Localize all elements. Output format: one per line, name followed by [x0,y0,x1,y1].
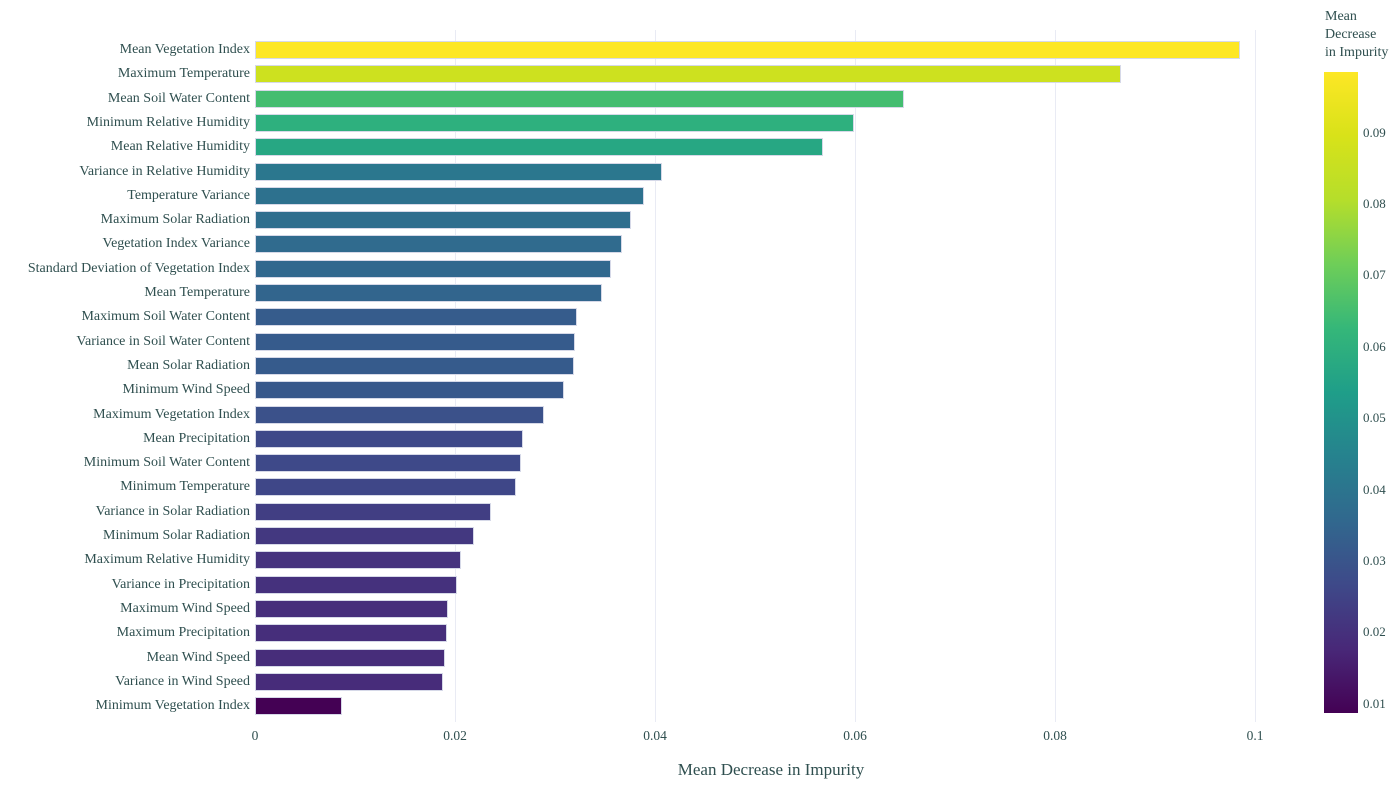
bar[interactable] [255,41,1240,59]
colorbar-tick-label: 0.01 [1363,695,1386,711]
colorbar-tick-label: 0.07 [1363,267,1386,283]
bar[interactable] [255,138,823,157]
bar[interactable] [255,381,564,400]
y-tick-label: Maximum Relative Humidity [84,552,250,568]
colorbar-tick-label: 0.02 [1363,624,1386,640]
y-tick-label: Mean Wind Speed [146,649,250,665]
bar[interactable] [255,624,447,643]
x-tick-label: 0 [251,728,259,743]
colorbar-gradient [1324,72,1358,713]
bar[interactable] [255,429,523,448]
bar[interactable] [255,478,516,497]
colorbar-title-line: Decrease [1325,27,1377,42]
bar[interactable] [255,113,854,132]
y-tick-label: Mean Soil Water Content [107,90,250,106]
bar[interactable] [255,454,521,473]
y-tick-label: Mean Vegetation Index [119,42,250,57]
y-tick-label: Minimum Temperature [120,479,250,495]
y-tick-label: Minimum Relative Humidity [86,114,250,130]
y-tick-label: Minimum Soil Water Content [83,455,250,471]
y-tick-label: Vegetation Index Variance [102,236,250,252]
x-tick-label: 0.08 [1043,728,1067,743]
y-tick-label: Mean Solar Radiation [127,357,250,373]
y-tick-label: Mean Precipitation [143,430,250,446]
bar[interactable] [255,405,544,424]
colorbar-tick-label: 0.04 [1363,481,1386,497]
bar[interactable] [255,332,575,351]
bar[interactable] [255,672,443,691]
bar[interactable] [255,502,491,521]
x-tick-label: 0.1 [1246,728,1264,743]
y-tick-label: Temperature Variance [127,187,250,203]
y-tick-label: Minimum Vegetation Index [95,698,251,714]
colorbar-title: Mean Decrease in Impurity [1325,8,1388,62]
bar[interactable] [255,648,445,667]
bar[interactable] [255,575,457,594]
y-tick-label: Minimum Wind Speed [122,382,250,398]
y-tick-label: Maximum Precipitation [116,625,250,641]
bar[interactable] [255,599,448,618]
gridline [855,30,856,722]
colorbar-title-line: in Impurity [1325,45,1389,60]
bar[interactable] [255,235,622,254]
y-tick-label: Maximum Temperature [117,66,250,82]
y-tick-label: Variance in Precipitation [111,576,250,592]
gridline [1255,30,1256,722]
y-tick-label: Maximum Solar Radiation [100,212,250,228]
y-tick-label: Variance in Wind Speed [115,673,250,689]
colorbar-tick-label: 0.09 [1363,124,1386,140]
y-tick-label: Minimum Solar Radiation [103,528,250,543]
y-tick-label: Variance in Relative Humidity [79,163,250,179]
bar[interactable] [255,527,474,545]
y-tick-label: Variance in Soil Water Content [76,333,250,349]
y-tick-label: Maximum Vegetation Index [93,406,250,422]
x-tick-label: 0.02 [443,728,467,743]
x-tick-label: 0.06 [843,728,867,743]
bar[interactable] [255,186,644,205]
bar[interactable] [255,697,342,716]
gridline [655,30,656,722]
gridline [1055,30,1056,722]
bar[interactable] [255,551,461,570]
colorbar-tick-label: 0.05 [1363,410,1386,426]
colorbar-tick-label: 0.08 [1363,196,1386,212]
bar[interactable] [255,308,577,327]
bar[interactable] [255,162,662,181]
bar[interactable] [255,356,574,375]
colorbar-title-line: Mean [1325,9,1357,24]
y-tick-label: Maximum Wind Speed [120,600,250,616]
colorbar-tick-label: 0.06 [1363,338,1386,354]
y-tick-label: Variance in Solar Radiation [95,503,250,519]
y-tick-label: Maximum Soil Water Content [81,309,250,325]
bar[interactable] [255,259,611,278]
colorbar-tick-label: 0.03 [1363,552,1386,568]
y-tick-label: Mean Temperature [144,285,250,300]
gridline [455,30,456,722]
y-tick-label: Mean Relative Humidity [110,139,250,155]
x-tick-label: 0.04 [643,728,667,743]
bar[interactable] [255,65,1121,84]
bar[interactable] [255,211,631,230]
y-tick-label: Standard Deviation of Vegetation Index [27,260,250,276]
x-axis-title: Mean Decrease in Impurity [677,760,865,779]
bar[interactable] [255,284,602,302]
bar[interactable] [255,89,904,108]
